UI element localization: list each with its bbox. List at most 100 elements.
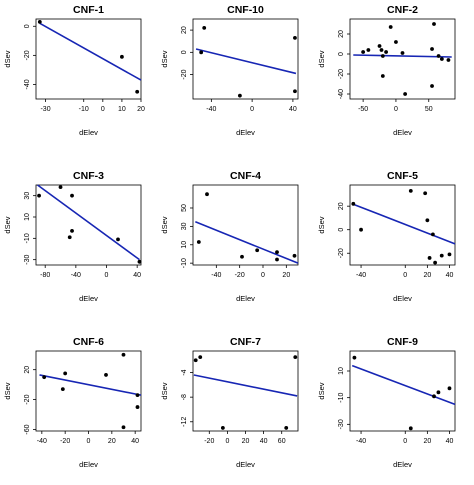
x-axis-label: dElev <box>79 460 98 469</box>
y-tick-label: -20 <box>338 248 345 258</box>
x-tick-label: 40 <box>289 106 297 113</box>
panel-title: CNF-2 <box>387 4 418 16</box>
data-point <box>293 89 297 94</box>
data-point <box>255 248 260 253</box>
data-point <box>135 393 140 398</box>
x-tick-label: -50 <box>358 106 368 113</box>
plot-frame <box>349 184 456 266</box>
y-tick-label: 50 <box>181 204 188 212</box>
data-point <box>439 253 444 258</box>
data-point <box>120 54 124 59</box>
panel-title: CNF-1 <box>73 4 104 16</box>
y-tick-label: -10 <box>338 393 345 403</box>
scatter-panel-cnf-7: CNF-7 dElev dSev -20 0 20 40 60 -12 -8 -4 <box>160 336 299 469</box>
y-tick-label: 30 <box>24 192 31 200</box>
data-point <box>70 228 74 233</box>
data-point <box>446 58 451 62</box>
panel-title: CNF-6 <box>73 336 104 348</box>
data-point <box>432 22 436 26</box>
plot-frame <box>192 184 299 266</box>
y-axis-label: dSev <box>160 382 169 399</box>
x-tick-label: 20 <box>108 438 116 445</box>
regression-line <box>37 184 140 261</box>
x-axis-label: dElev <box>236 460 255 469</box>
y-tick-label: 0 <box>181 50 188 54</box>
data-point <box>447 386 452 391</box>
regression-line <box>195 48 297 75</box>
data-point <box>70 193 74 198</box>
data-point <box>67 235 72 240</box>
x-tick-label: 20 <box>282 272 290 279</box>
panel-title: CNF-10 <box>227 4 264 16</box>
y-axis-label: dSev <box>317 50 326 67</box>
regression-line <box>351 364 456 406</box>
x-tick-label: 0 <box>87 438 91 445</box>
data-point <box>379 48 384 52</box>
data-point <box>121 352 126 357</box>
data-point <box>380 54 385 58</box>
y-tick-label: 20 <box>24 366 31 374</box>
x-tick-label: 40 <box>446 272 454 279</box>
data-point <box>205 192 209 197</box>
scatter-panel-cnf-3: CNF-3 dElev dSev -80 -40 0 40 -30 -10 10 30 <box>3 170 142 303</box>
regression-line <box>353 54 452 58</box>
x-tick-label: 0 <box>403 438 407 445</box>
y-tick-label: -10 <box>24 233 31 243</box>
data-point <box>388 25 393 29</box>
y-tick-label: -30 <box>338 419 345 429</box>
data-point <box>432 394 436 399</box>
data-point <box>423 191 428 196</box>
data-point <box>240 254 244 259</box>
regression-line <box>39 22 142 81</box>
scatter-panel-cnf-10: CNF-10 dElev dSev -40 0 40 -20 0 20 <box>160 4 299 137</box>
panel-title: CNF-5 <box>387 170 418 182</box>
data-point <box>220 426 225 430</box>
y-tick-label: -4 <box>181 369 188 375</box>
x-tick-label: 0 <box>403 272 407 279</box>
data-point <box>193 358 198 363</box>
data-point <box>293 35 297 40</box>
data-point <box>377 44 382 48</box>
x-tick-label: 20 <box>242 438 250 445</box>
y-tick-label: -60 <box>24 424 31 434</box>
plot-frame <box>192 350 299 432</box>
data-point <box>292 253 297 258</box>
data-point <box>198 355 203 360</box>
y-axis-label: dSev <box>160 216 169 233</box>
y-tick-label: -20 <box>24 50 31 60</box>
plot-frame <box>192 18 299 100</box>
data-point <box>202 25 207 30</box>
data-point <box>135 405 140 409</box>
x-tick-label: 10 <box>118 106 126 113</box>
x-tick-label: -20 <box>60 438 70 445</box>
data-point <box>60 387 65 392</box>
x-tick-label: -40 <box>356 438 366 445</box>
data-point <box>237 93 242 98</box>
x-axis-label: dElev <box>236 128 255 137</box>
x-axis-label: dElev <box>236 294 255 303</box>
y-axis-label: dSev <box>3 382 12 399</box>
plot-frame <box>349 18 456 100</box>
scatter-panel-cnf-1: CNF-1 dElev dSev -30 -10 0 10 20 -40 -20 0 <box>3 4 145 137</box>
data-point <box>436 390 441 395</box>
data-point <box>430 232 435 237</box>
data-point <box>116 237 120 242</box>
x-axis-label: dElev <box>393 460 412 469</box>
y-tick-label: -12 <box>181 417 188 427</box>
plot-frame <box>35 184 142 266</box>
data-point <box>196 240 201 244</box>
y-axis-label: dSev <box>317 382 326 399</box>
data-point <box>351 201 356 206</box>
x-tick-label: 20 <box>137 106 145 113</box>
x-tick-label: -80 <box>40 272 50 279</box>
y-tick-label: 0 <box>24 24 31 28</box>
panel-title: CNF-7 <box>230 336 261 348</box>
x-tick-label: 20 <box>423 272 431 279</box>
data-point <box>408 426 413 431</box>
data-point <box>135 89 140 94</box>
x-tick-label: 0 <box>394 106 398 113</box>
data-point <box>352 355 357 360</box>
data-point <box>430 84 434 88</box>
regression-line <box>351 203 456 245</box>
data-point <box>199 50 204 55</box>
